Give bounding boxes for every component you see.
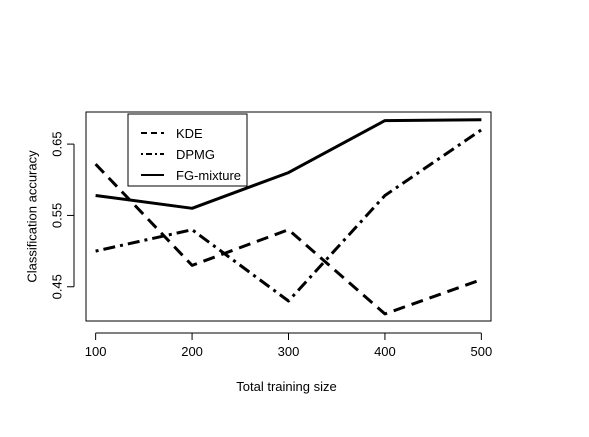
x-axis-label: Total training size [236,379,336,394]
series-line-dpmg [95,128,483,303]
x-tick-label-4: 500 [471,344,493,359]
y-tick-label-2: 0.65 [49,131,64,156]
x-tick-label-1: 200 [181,344,203,359]
y-tick-label-1: 0.55 [49,203,64,228]
y-tick-label-0: 0.45 [49,274,64,299]
x-tick-label-0: 100 [85,344,107,359]
x-tick-label-2: 300 [278,344,300,359]
legend-label-2: FG-mixture [176,168,241,183]
y-axis-label: Classification accuracy [24,150,39,283]
series-line-kde [94,163,482,316]
plot-frame [85,111,492,322]
legend-label-0: KDE [176,126,203,141]
x-tick-label-3: 400 [374,344,396,359]
series-line-fg-mixture [95,118,482,210]
legend-label-1: DPMG [176,147,215,162]
